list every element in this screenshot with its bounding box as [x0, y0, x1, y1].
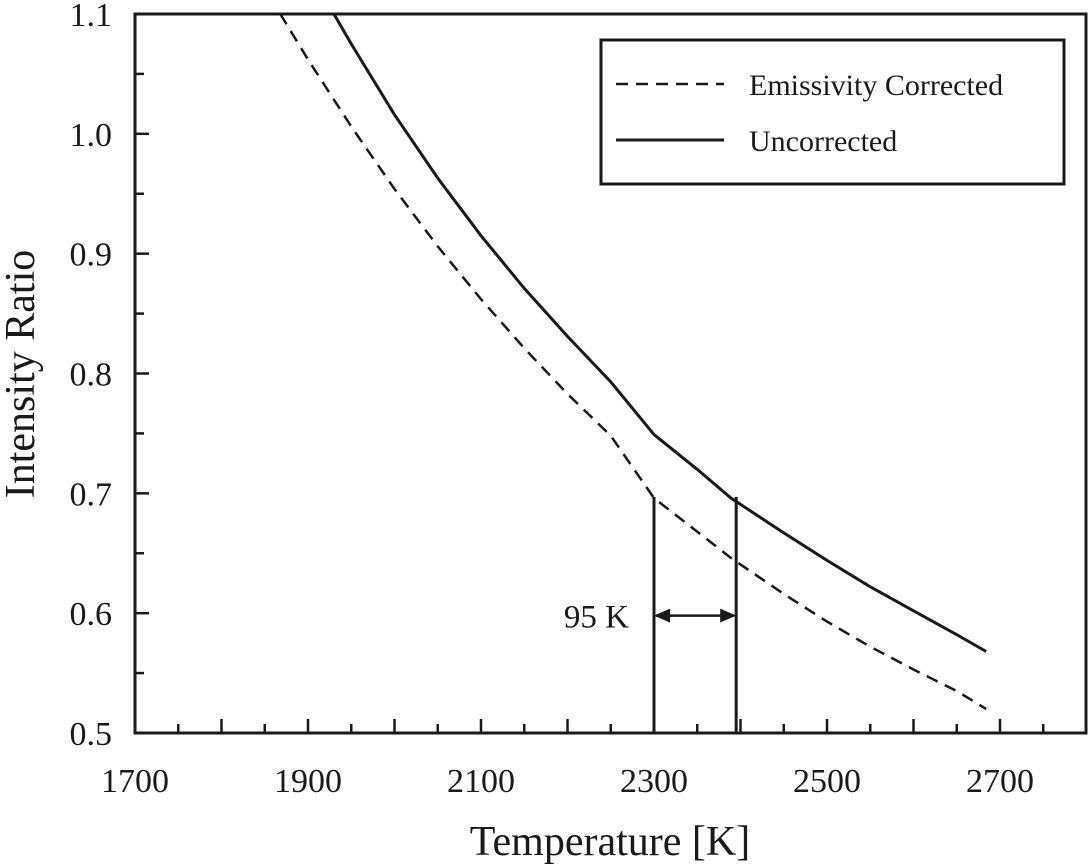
- legend-box: [599, 38, 1066, 186]
- y-tick-label: 0.6: [70, 596, 113, 633]
- plot-frame: [133, 12, 1088, 735]
- y-tick-label: 0.7: [70, 476, 113, 513]
- x-tick-label: 2500: [793, 763, 861, 800]
- x-tick-label: 2100: [447, 763, 515, 800]
- y-tick-label: 0.8: [70, 357, 113, 394]
- annotation-layer: 95 K: [564, 496, 738, 733]
- x-tick-label: 1700: [101, 763, 169, 800]
- series-line-uncorrected: [332, 13, 987, 653]
- y-tick-label: 0.9: [70, 237, 113, 274]
- x-tick-label: 1900: [274, 763, 342, 800]
- series-layer: [279, 13, 987, 711]
- tick-labels: 1700 1900 2100 2300 2500 2700 0.5 0.6 0.7 0.8 0.9 1…: [70, 0, 1035, 800]
- annotation-label: 95 K: [564, 600, 629, 636]
- y-axis-title: Intensity Ratio: [0, 250, 44, 498]
- legend-label-emissivity-corrected: Emissivity Corrected: [749, 69, 1003, 102]
- y-tick-label: 1.0: [70, 117, 113, 154]
- legend: Emissivity Corrected Uncorrected: [599, 38, 1066, 186]
- x-tick-label: 2700: [966, 763, 1034, 800]
- series-line-emissivity-corrected: [279, 13, 987, 711]
- y-tick-label: 0.5: [70, 716, 113, 753]
- x-axis-title: Temperature [K]: [470, 819, 750, 864]
- y-tick-label: 1.1: [70, 0, 113, 34]
- x-tick-label: 2300: [620, 763, 688, 800]
- legend-label-uncorrected: Uncorrected: [749, 125, 897, 158]
